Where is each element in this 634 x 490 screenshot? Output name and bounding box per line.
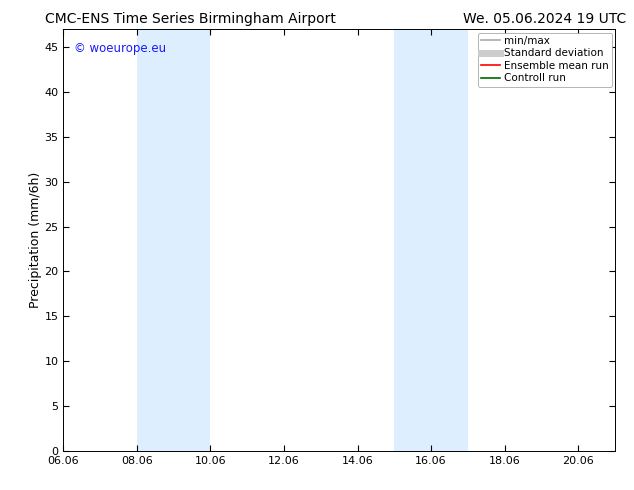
Text: © woeurope.eu: © woeurope.eu — [74, 42, 167, 55]
Text: CMC-ENS Time Series Birmingham Airport: CMC-ENS Time Series Birmingham Airport — [45, 12, 335, 26]
Text: We. 05.06.2024 19 UTC: We. 05.06.2024 19 UTC — [463, 12, 626, 26]
Bar — [394, 29, 431, 451]
Bar — [431, 29, 468, 451]
Bar — [137, 29, 210, 451]
Legend: min/max, Standard deviation, Ensemble mean run, Controll run: min/max, Standard deviation, Ensemble me… — [478, 32, 612, 87]
Y-axis label: Precipitation (mm/6h): Precipitation (mm/6h) — [29, 172, 42, 308]
